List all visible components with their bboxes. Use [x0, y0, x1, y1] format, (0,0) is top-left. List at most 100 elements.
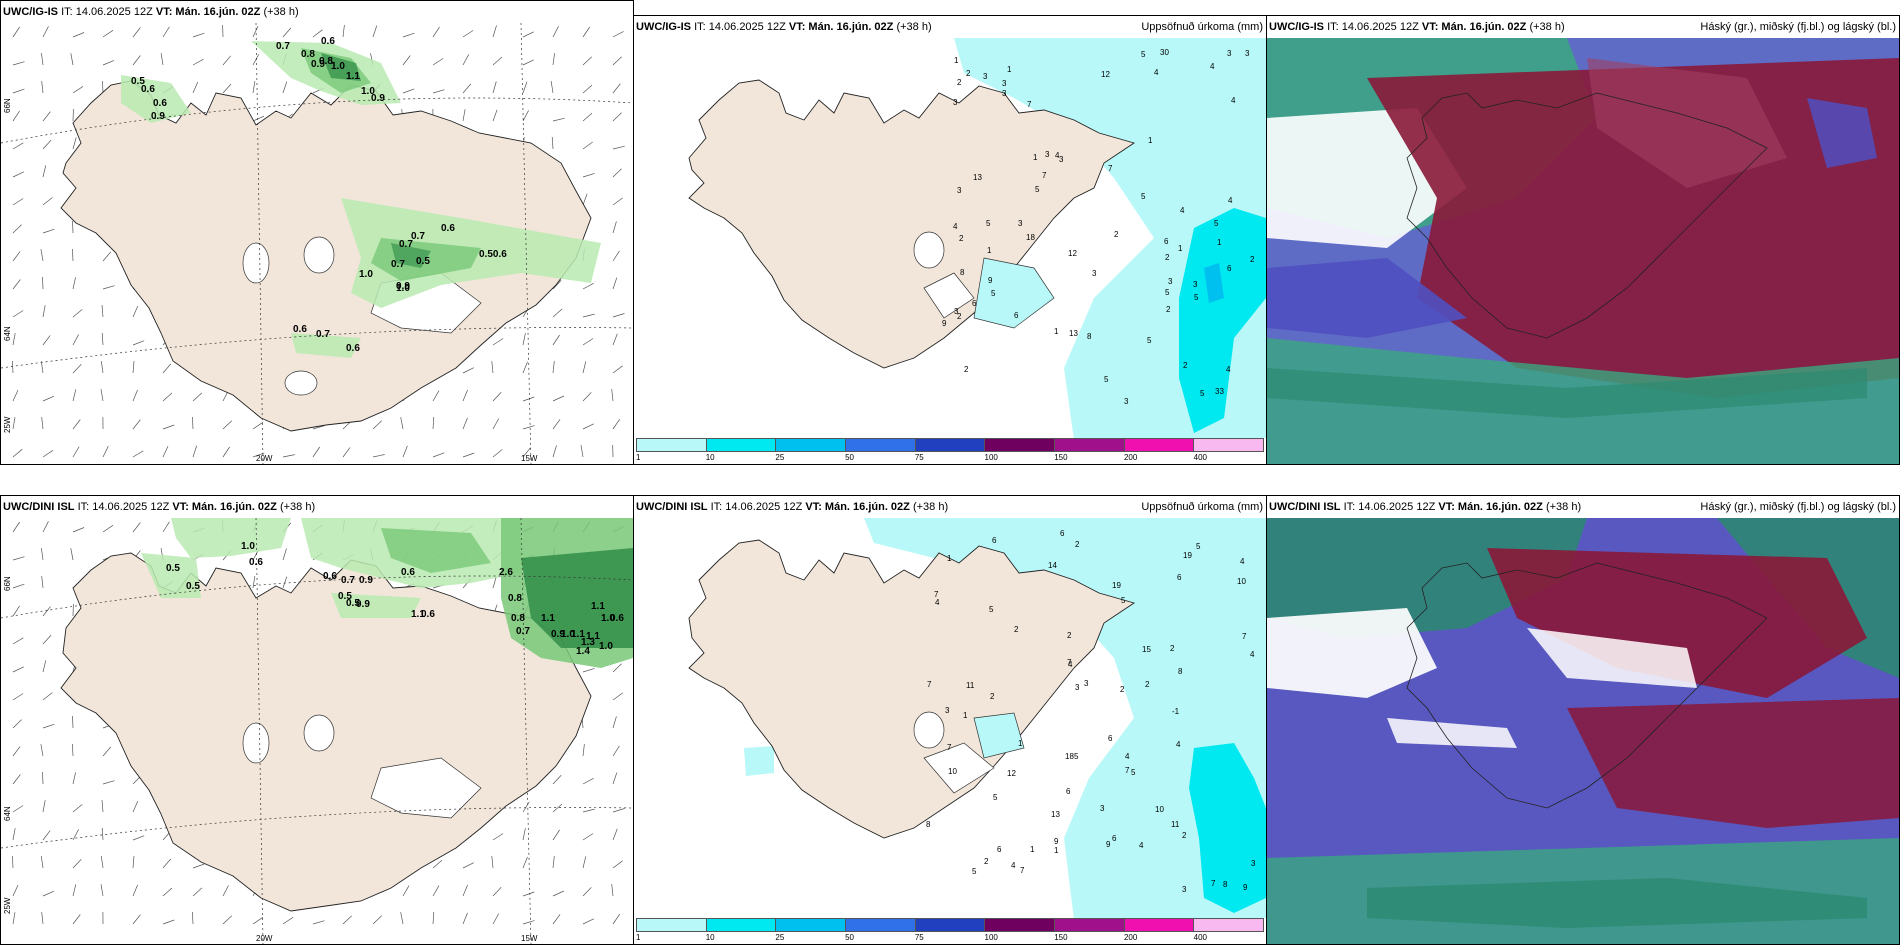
precip-value-label: 5 — [972, 867, 977, 876]
precip-value-label: 33 — [1215, 387, 1224, 396]
wind-barb — [552, 308, 563, 318]
wind-barb — [432, 452, 445, 458]
wind-barb — [612, 197, 623, 206]
wind-barb — [12, 389, 19, 402]
wind-barb — [522, 396, 535, 402]
wind-barb — [252, 452, 265, 458]
wind-value-label: 0.6 — [153, 98, 167, 109]
wind-barb — [252, 81, 256, 94]
wind-barb — [492, 913, 500, 925]
wind-barb — [552, 279, 562, 290]
wind-barb — [582, 282, 594, 290]
iceland-land — [688, 539, 1136, 839]
precip-value-label: 2 — [1014, 625, 1019, 634]
precip-value-label: 2 — [1183, 361, 1188, 370]
wind-barb — [12, 61, 25, 66]
wind-barb — [72, 86, 84, 94]
precip-value-label: 3 — [945, 706, 950, 715]
wind-barb — [42, 165, 47, 178]
wind-barb — [12, 110, 20, 122]
wind-barb — [192, 887, 203, 897]
wind-barb — [42, 111, 51, 122]
wind-barb — [492, 449, 503, 458]
wind-barb — [522, 447, 531, 458]
wind-value-label: 0.5 — [338, 591, 352, 602]
wind-barb — [101, 332, 104, 346]
wind-barb — [12, 26, 20, 38]
wind-barb — [582, 193, 588, 206]
wind-barb — [402, 55, 411, 66]
wind-barb — [132, 360, 135, 374]
precip-value-label: 6 — [1014, 311, 1019, 320]
wind-barb — [41, 576, 44, 589]
tick: 25 — [775, 453, 785, 462]
lat-label-66n: 66N — [3, 576, 12, 591]
precip-value-label: 4 — [1240, 557, 1245, 566]
wind-barb — [102, 251, 112, 262]
wind-value-label: 0.5 — [131, 76, 145, 87]
wind-barb — [522, 828, 526, 841]
wind-barb — [492, 392, 502, 402]
wind-barb — [132, 835, 145, 841]
wind-barb — [552, 803, 563, 813]
wind-barb — [72, 32, 85, 38]
wind-barb — [612, 745, 620, 757]
wind-barb — [132, 340, 145, 346]
wind-barb — [432, 26, 440, 38]
precip-value-label: 13 — [1069, 329, 1078, 338]
precip-title: Uppsöfnuð úrkoma (mm) — [1141, 21, 1263, 33]
precip-value-label: 9 — [1106, 840, 1111, 849]
tick: 200 — [1123, 453, 1138, 462]
wind-barb — [402, 88, 415, 94]
wind-barb — [42, 830, 51, 841]
wind-barb — [491, 361, 494, 374]
tick: 100 — [984, 453, 998, 462]
panel-header: UWC/IG-IS IT: 14.06.2025 12Z VT: Mán. 16… — [634, 16, 1266, 38]
cloud-map — [1267, 38, 1899, 464]
precip-value-label: 5 — [1165, 288, 1170, 297]
cloud-title: Háský (gr.), miðský (fj.bl.) og lágský (… — [1700, 21, 1896, 33]
init-time: IT: 14.06.2025 12Z — [1327, 21, 1419, 33]
precip-value-label: 1 — [947, 554, 952, 563]
wind-barb — [552, 774, 562, 785]
wind-barb — [132, 55, 141, 66]
lead-time: (+38 h) — [279, 501, 316, 513]
precip-value-label: 4 — [1226, 365, 1231, 374]
wind-barb — [522, 920, 535, 925]
wind-barb — [162, 26, 170, 38]
wind-barb — [42, 450, 54, 458]
precip-value-label: 10 — [1237, 577, 1246, 586]
wind-barb — [42, 276, 44, 290]
precip-value-label: 13 — [973, 173, 982, 182]
precip-value-label: 15 — [1142, 645, 1151, 654]
iceland-land — [688, 79, 1136, 369]
panel-header: UWC/DINI ISL IT: 14.06.2025 12Z VT: Mán.… — [1267, 496, 1899, 518]
precip-value-label: 11 — [1171, 820, 1180, 829]
wind-barb — [312, 425, 325, 430]
precip-value-label: 3 — [1092, 269, 1097, 278]
wind-barb — [492, 81, 497, 94]
precip-value-label: 8 — [926, 820, 931, 829]
precip-value-label: 2 — [957, 78, 962, 87]
precip-value-label: 2 — [984, 857, 989, 866]
wind-barb — [552, 26, 559, 38]
wind-barb — [432, 416, 435, 430]
wind-barb — [282, 454, 295, 458]
wind-value-label: 0.8 — [508, 593, 522, 604]
wind-value-label: 1.0 — [561, 629, 575, 640]
precip-value-label: 2 — [964, 365, 969, 374]
precip-value-label: 4 — [1068, 660, 1073, 669]
wind-barb — [42, 395, 55, 402]
wind-barb — [12, 556, 25, 561]
wind-barb — [12, 746, 21, 757]
colorbar-ticks: 1 10 25 50 75 100 150 200 400 — [636, 932, 1264, 944]
precip-value-label: 2 — [1165, 253, 1170, 262]
wind-value-label: 0.9 — [551, 629, 565, 640]
wind-barb — [40, 249, 44, 262]
wind-value-label: 1.1 — [541, 613, 555, 624]
wind-barb — [72, 334, 79, 346]
wind-barb — [41, 548, 44, 561]
precip-value-label: 6 — [1227, 264, 1232, 273]
wind-barb — [582, 56, 592, 66]
precip-panel-top: UWC/IG-IS IT: 14.06.2025 12Z VT: Mán. 16… — [633, 15, 1267, 465]
